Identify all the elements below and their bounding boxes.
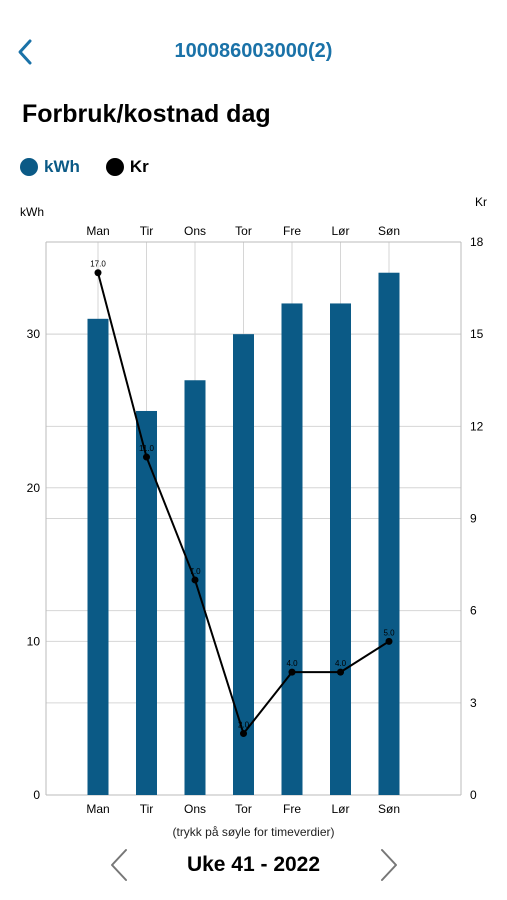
consumption-chart: kWh Kr 0 10 20 30 0 3 6 9 12 15 18 Man Man Tir Tir Ons Ons… <box>20 195 487 816</box>
right-tick-label: 15 <box>470 327 484 341</box>
kr-point[interactable] <box>385 637 393 645</box>
left-axis-title: kWh <box>20 205 44 219</box>
top-category-label: Man <box>86 224 109 238</box>
legend-item-kwh[interactable]: kWh <box>20 157 80 177</box>
kr-point-label: 17.0 <box>90 260 106 269</box>
legend-kwh-label: kWh <box>44 157 80 176</box>
right-axis-title: Kr <box>475 195 487 209</box>
kr-point-label: 2.0 <box>238 721 250 730</box>
kr-point-label: 7.0 <box>189 567 201 576</box>
left-tick-label: 10 <box>27 634 41 648</box>
legend-item-kr[interactable]: Kr <box>105 157 149 177</box>
top-category-label: Lør <box>332 224 350 238</box>
bottom-category-label: Fre <box>283 802 301 816</box>
kwh-bar[interactable] <box>87 318 109 795</box>
bottom-category-label: Lør <box>332 802 350 816</box>
left-tick-label: 30 <box>27 327 41 341</box>
right-tick-label: 0 <box>470 788 477 802</box>
top-category-label: Tir <box>140 224 154 238</box>
top-category-label: Tor <box>235 224 252 238</box>
bottom-category-label: Ons <box>184 802 206 816</box>
right-tick-label: 9 <box>470 512 477 526</box>
kwh-bar[interactable] <box>233 334 254 795</box>
top-category-label: Fre <box>283 224 301 238</box>
bottom-category-label: Søn <box>378 802 400 816</box>
kr-point[interactable] <box>191 576 199 584</box>
kwh-bar[interactable] <box>136 410 157 795</box>
tap-hint: (trykk på søyle for timeverdier) <box>172 825 335 839</box>
left-tick-label: 0 <box>33 788 40 802</box>
bottom-category-label: Man <box>86 802 109 816</box>
next-week-chevron-icon[interactable] <box>372 847 402 883</box>
chart-legend: kWh Kr <box>20 155 175 179</box>
legend-kr-dot-icon <box>105 158 124 176</box>
page-title: Forbruk/kostnad dag <box>22 100 271 128</box>
kr-point[interactable] <box>143 453 150 461</box>
kr-point-label: 4.0 <box>286 659 298 668</box>
week-label: Uke 41 - 2022 <box>186 853 321 876</box>
left-tick-label: 20 <box>27 481 41 495</box>
kr-point[interactable] <box>240 730 247 738</box>
week-navigator: Uke 41 - 2022 <box>0 845 507 885</box>
back-chevron-icon[interactable] <box>12 36 42 68</box>
right-tick-label: 6 <box>470 604 477 618</box>
meter-id-title: 100086003000(2) <box>174 40 333 62</box>
bottom-category-label: Tir <box>140 802 154 816</box>
kr-point-label: 5.0 <box>383 628 395 637</box>
kwh-bar[interactable] <box>330 303 351 795</box>
top-category-label: Søn <box>378 224 400 238</box>
bottom-category-label: Tor <box>235 802 252 816</box>
kr-point[interactable] <box>337 668 344 676</box>
legend-kr-label: Kr <box>129 157 149 176</box>
header-bar: 100086003000(2) <box>0 30 507 74</box>
legend-kwh-dot-icon <box>20 158 38 176</box>
right-tick-label: 3 <box>470 696 477 710</box>
kr-point[interactable] <box>288 668 296 676</box>
right-tick-label: 18 <box>470 235 484 249</box>
previous-week-chevron-icon[interactable] <box>106 847 136 883</box>
kr-point-label: 11.0 <box>139 444 155 453</box>
kr-point-label: 4.0 <box>335 659 347 668</box>
kr-point[interactable] <box>94 269 102 277</box>
top-category-label: Ons <box>184 224 206 238</box>
kwh-bar[interactable] <box>184 380 206 795</box>
kwh-bar[interactable] <box>281 303 303 795</box>
kwh-bar[interactable] <box>378 272 400 795</box>
right-tick-label: 12 <box>470 419 484 433</box>
